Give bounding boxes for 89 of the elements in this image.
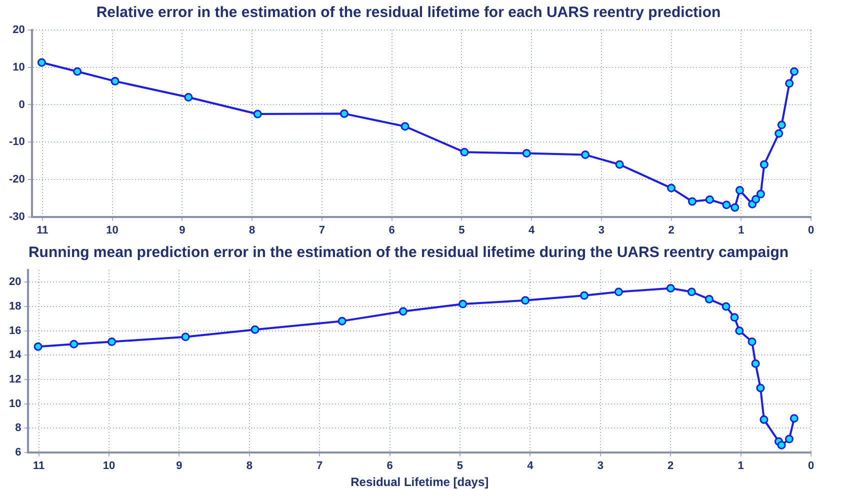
x-tick-label: 5 — [456, 460, 464, 472]
chart-title: Relative error in the estimation of the residual lifetime for each UARS reentry prediction — [96, 4, 721, 22]
point — [615, 160, 624, 169]
y-tick-label: 14 — [8, 349, 22, 362]
y-tick-label: 18 — [8, 300, 22, 313]
point — [340, 109, 348, 118]
point — [614, 288, 623, 296]
x-tick-label: 9 — [179, 224, 186, 236]
x-tick-label: 7 — [318, 224, 325, 236]
x-tick-label: 3 — [598, 224, 604, 236]
x-tick-label: 1 — [738, 460, 744, 472]
y-tick-label: 10 — [8, 398, 22, 410]
point — [774, 129, 784, 138]
point — [756, 384, 765, 392]
point — [181, 332, 190, 342]
x-tick-label: 4 — [528, 224, 536, 236]
x-tick-label: 1 — [738, 224, 744, 236]
point — [722, 200, 731, 210]
x-tick-label: 0 — [808, 460, 814, 472]
point — [730, 203, 740, 212]
point — [751, 359, 760, 368]
point — [785, 79, 794, 88]
point — [73, 67, 82, 76]
point — [790, 67, 798, 76]
x-tick-label: 10 — [102, 460, 116, 472]
y-tick-label: 12 — [8, 373, 22, 386]
x-tick-label: 0 — [808, 224, 814, 236]
y-tick-label: -20 — [8, 173, 25, 186]
y-tick-label: -30 — [8, 210, 25, 223]
point — [250, 325, 260, 334]
point — [521, 296, 530, 305]
point — [70, 340, 78, 348]
point — [790, 414, 798, 423]
x-tick-label: 2 — [668, 224, 674, 236]
y-tick-label: 8 — [15, 422, 22, 434]
point — [748, 337, 756, 346]
point — [581, 150, 590, 160]
point — [688, 197, 696, 206]
x-tick-label: 8 — [246, 460, 252, 472]
point — [760, 415, 768, 424]
y-tick-label: -10 — [8, 136, 25, 148]
point — [522, 149, 531, 158]
point — [722, 302, 730, 311]
x-tick-label: 4 — [527, 460, 534, 472]
point — [253, 110, 262, 118]
point — [338, 316, 346, 326]
point — [760, 160, 768, 169]
point — [756, 190, 765, 198]
point — [777, 120, 786, 130]
y-tick-label: 20 — [12, 24, 25, 36]
point — [752, 194, 760, 204]
point — [460, 148, 469, 156]
point — [687, 288, 696, 296]
x-tick-label: 6 — [386, 460, 393, 472]
x-tick-label: 2 — [668, 460, 674, 472]
point — [400, 122, 410, 131]
point — [735, 186, 744, 195]
point — [37, 58, 46, 67]
x-tick-label: 11 — [36, 224, 48, 236]
y-tick-label: 0 — [18, 98, 25, 111]
point — [735, 326, 744, 336]
y-tick-label: 20 — [8, 276, 22, 288]
point — [784, 434, 794, 444]
point — [730, 313, 739, 322]
point — [777, 440, 786, 450]
x-tick-label: 7 — [316, 460, 323, 472]
point — [398, 307, 408, 316]
x-tick-label: 11 — [32, 460, 45, 472]
x-tick-label: 9 — [176, 460, 182, 472]
point — [458, 300, 468, 308]
x-tick-label: 5 — [458, 224, 465, 236]
x-tick-label: 10 — [106, 224, 118, 236]
point — [110, 76, 120, 86]
chart-title: Running mean prediction error in the estimation of the residual lifetime during the UARS reentry campaign — [28, 244, 789, 262]
x-axis-title: Residual Lifetime [days] — [350, 475, 489, 490]
x-tick-label: 3 — [597, 460, 604, 472]
y-tick-label: 6 — [15, 446, 22, 458]
point — [184, 93, 193, 102]
y-tick-label: 16 — [8, 324, 22, 337]
point — [580, 291, 588, 300]
point — [34, 342, 42, 351]
point — [704, 294, 714, 304]
point — [667, 184, 676, 192]
x-tick-label: 6 — [388, 224, 395, 236]
point — [108, 337, 116, 346]
point — [705, 195, 714, 204]
x-tick-label: 8 — [248, 224, 256, 236]
y-tick-label: 10 — [12, 61, 25, 74]
point — [666, 284, 675, 292]
